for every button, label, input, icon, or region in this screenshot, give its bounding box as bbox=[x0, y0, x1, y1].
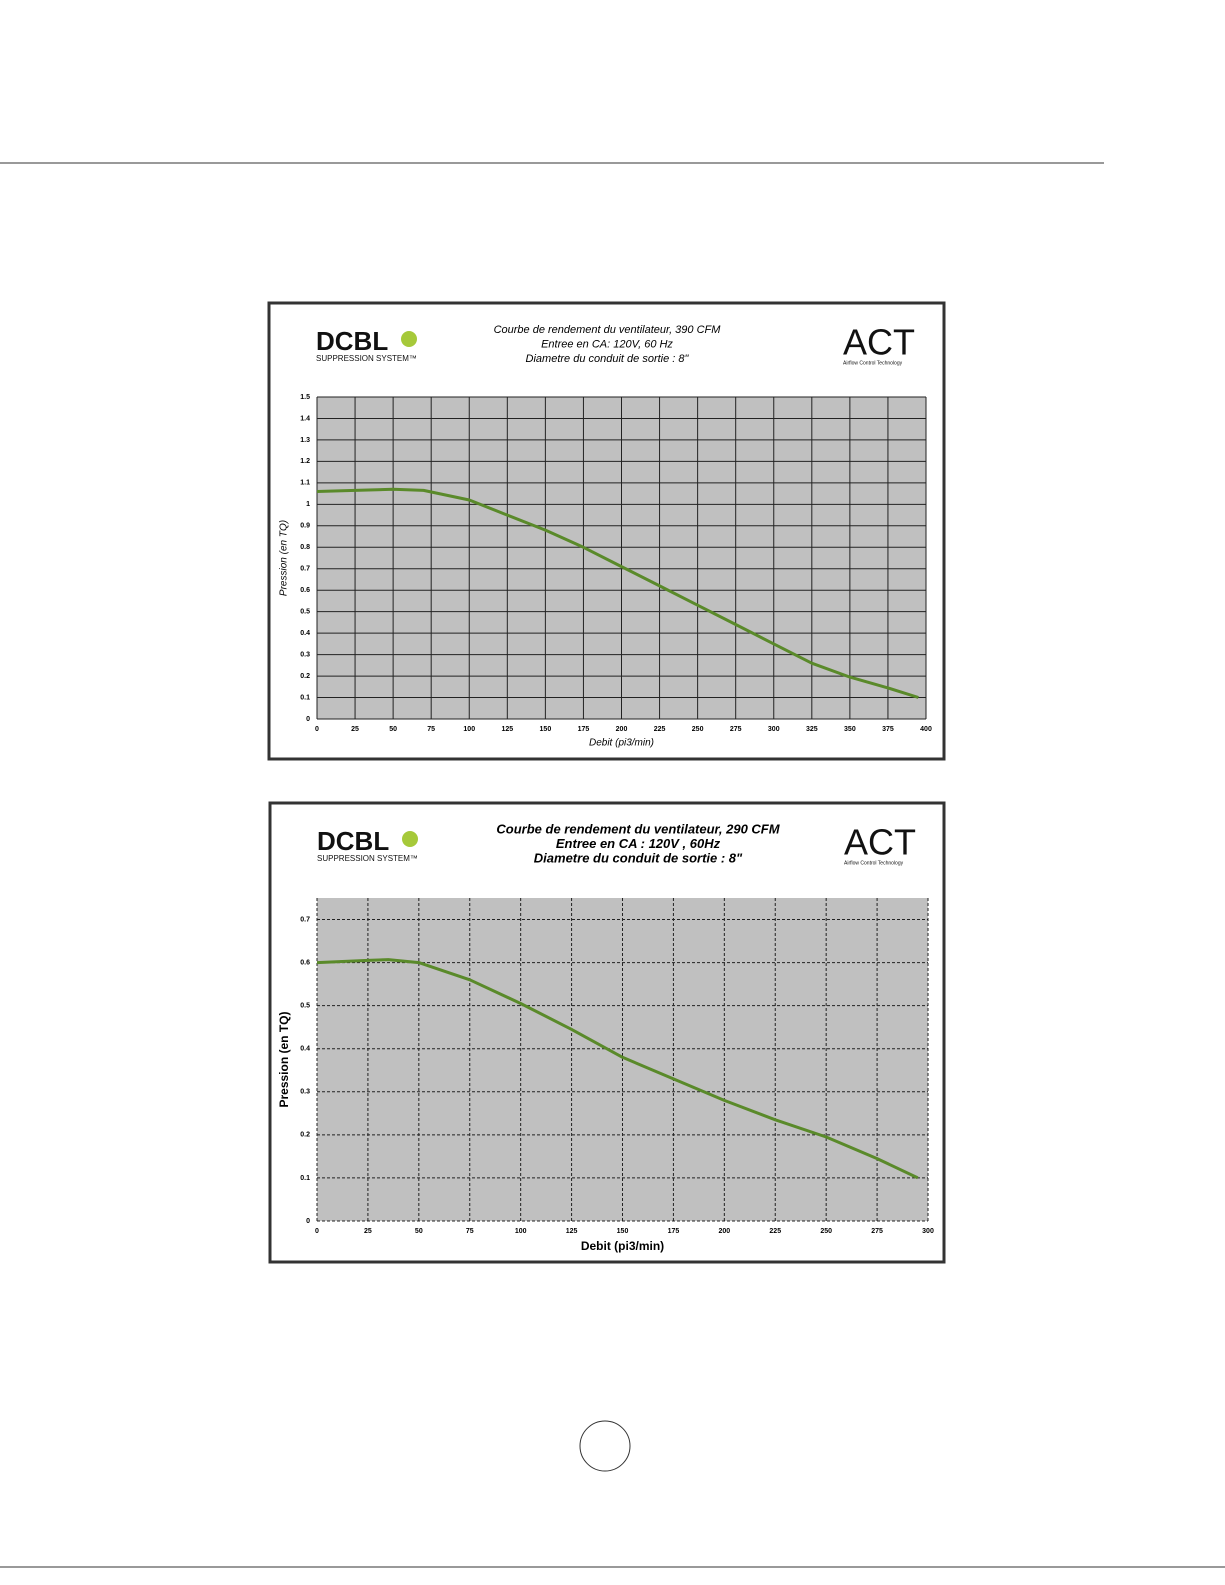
y-tick-label: 0.4 bbox=[300, 630, 310, 637]
x-tick-label: 200 bbox=[616, 726, 628, 733]
maker-sub: Airflow Control Technology bbox=[843, 360, 903, 366]
y-tick-label: 1.4 bbox=[300, 415, 310, 422]
x-axis-label: Debit (pi3/min) bbox=[589, 738, 654, 749]
y-tick-label: 0.8 bbox=[300, 544, 310, 551]
x-tick-label: 75 bbox=[427, 726, 435, 733]
y-tick-label: 0 bbox=[306, 1218, 310, 1225]
y-tick-label: 1.1 bbox=[300, 480, 310, 487]
line-series bbox=[316, 958, 919, 1180]
chart-title: Entree en CA: 120V, 60 Hz bbox=[541, 338, 673, 350]
x-tick-label: 100 bbox=[463, 726, 475, 733]
x-tick-label: 175 bbox=[578, 726, 590, 733]
brand-sub: SUPPRESSION SYSTEM™ bbox=[316, 354, 417, 363]
x-tick-label: 75 bbox=[466, 1228, 474, 1235]
y-tick-label: 0.5 bbox=[300, 609, 310, 616]
maker-logo: ACT bbox=[844, 822, 916, 863]
x-tick-label: 300 bbox=[768, 726, 780, 733]
x-tick-label: 50 bbox=[389, 726, 397, 733]
x-tick-label: 225 bbox=[654, 726, 666, 733]
y-tick-label: 0.7 bbox=[300, 566, 310, 573]
x-tick-label: 300 bbox=[922, 1228, 934, 1235]
x-tick-label: 250 bbox=[692, 726, 704, 733]
x-tick-label: 250 bbox=[820, 1228, 832, 1235]
y-tick-label: 0.2 bbox=[300, 673, 310, 680]
y-tick-label: 1.5 bbox=[300, 394, 310, 401]
x-tick-label: 325 bbox=[806, 726, 818, 733]
x-tick-label: 25 bbox=[351, 726, 359, 733]
brand-leaf bbox=[402, 831, 418, 847]
x-tick-label: 125 bbox=[501, 726, 513, 733]
x-tick-label: 275 bbox=[871, 1228, 883, 1235]
x-tick-label: 275 bbox=[730, 726, 742, 733]
y-axis-label: Pression (en TQ) bbox=[279, 520, 290, 596]
x-tick-label: 150 bbox=[540, 726, 552, 733]
chart-title: Diametre du conduit de sortie : 8" bbox=[526, 353, 690, 365]
x-tick-label: 0 bbox=[315, 726, 319, 733]
x-tick-label: 225 bbox=[769, 1228, 781, 1235]
brand-leaf bbox=[401, 331, 417, 347]
y-tick-label: 0.7 bbox=[300, 916, 310, 923]
y-tick-label: 0.6 bbox=[300, 587, 310, 594]
brand-logo: DCBL bbox=[317, 826, 389, 856]
maker-logo: ACT bbox=[843, 322, 915, 363]
y-tick-label: 0 bbox=[306, 716, 310, 723]
y-tick-label: 0.4 bbox=[300, 1046, 310, 1053]
x-tick-label: 125 bbox=[566, 1228, 578, 1235]
y-tick-label: 0.6 bbox=[300, 959, 310, 966]
x-tick-label: 200 bbox=[718, 1228, 730, 1235]
y-tick-label: 1.3 bbox=[300, 437, 310, 444]
brand-logo: DCBL bbox=[316, 326, 388, 356]
x-tick-label: 25 bbox=[364, 1228, 372, 1235]
y-tick-label: 0.1 bbox=[300, 694, 310, 701]
y-tick-label: 0.9 bbox=[300, 523, 310, 530]
line-series bbox=[316, 487, 919, 699]
y-tick-label: 0.2 bbox=[300, 1132, 310, 1139]
x-tick-label: 375 bbox=[882, 726, 894, 733]
x-tick-label: 150 bbox=[617, 1228, 629, 1235]
y-tick-label: 0.3 bbox=[300, 1089, 310, 1096]
x-tick-label: 350 bbox=[844, 726, 856, 733]
chart-title: Entree en CA : 120V , 60Hz bbox=[556, 836, 721, 851]
y-tick-label: 1 bbox=[306, 501, 310, 508]
y-axis-label: Pression (en TQ) bbox=[277, 1011, 291, 1107]
x-tick-label: 100 bbox=[515, 1228, 527, 1235]
y-tick-label: 0.5 bbox=[300, 1003, 310, 1010]
x-tick-label: 50 bbox=[415, 1228, 423, 1235]
x-tick-label: 175 bbox=[668, 1228, 680, 1235]
y-tick-label: 0.3 bbox=[300, 651, 310, 658]
x-tick-label: 400 bbox=[920, 726, 932, 733]
x-axis-label: Debit (pi3/min) bbox=[581, 1239, 664, 1253]
maker-sub: Airflow Control Technology bbox=[844, 860, 904, 866]
chart-title: Courbe de rendement du ventilateur, 290 … bbox=[496, 821, 780, 836]
x-tick-label: 0 bbox=[315, 1228, 319, 1235]
chart-title: Courbe de rendement du ventilateur, 390 … bbox=[494, 324, 722, 336]
y-tick-label: 1.2 bbox=[300, 458, 310, 465]
brand-sub: SUPPRESSION SYSTEM™ bbox=[317, 854, 418, 863]
page-number-circle bbox=[579, 1420, 631, 1472]
chart-title: Diametre du conduit de sortie : 8" bbox=[534, 850, 743, 865]
y-tick-label: 0.1 bbox=[300, 1175, 310, 1182]
